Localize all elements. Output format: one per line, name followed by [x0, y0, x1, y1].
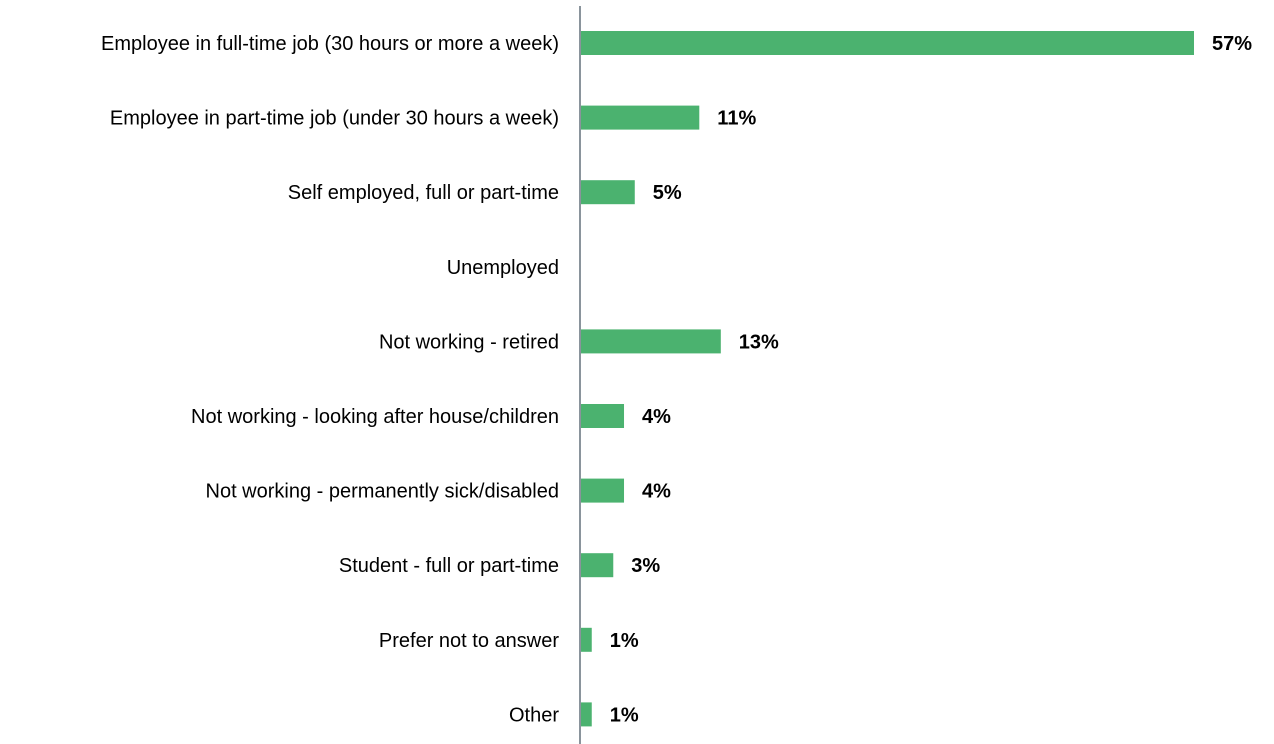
value-label: 5% [653, 182, 682, 204]
category-labels: Employee in full-time job (30 hours or m… [101, 33, 559, 726]
category-label: Employee in part-time job (under 30 hour… [110, 108, 559, 130]
bars-group [581, 31, 1194, 727]
category-label: Not working - looking after house/childr… [191, 406, 559, 428]
value-label: 4% [642, 406, 671, 428]
category-label: Self employed, full or part-time [288, 182, 559, 204]
category-label: Not working - retired [379, 331, 559, 353]
value-label: 11% [717, 108, 756, 130]
bar [581, 627, 592, 652]
value-label: 3% [631, 555, 660, 577]
value-labels: 57% 11% 5% 13% 4% 4% 3% 1% 1% [610, 33, 1252, 726]
bar [581, 404, 625, 428]
bar [581, 180, 635, 205]
value-label: 4% [642, 481, 671, 503]
bar [581, 553, 614, 578]
value-label: 1% [610, 704, 639, 726]
value-label: 13% [739, 331, 779, 353]
bar [581, 31, 1194, 55]
category-label: Unemployed [447, 257, 559, 279]
bar [581, 105, 700, 130]
value-label: 1% [610, 630, 639, 652]
bar [581, 478, 625, 503]
category-label: Student - full or part-time [339, 555, 559, 577]
category-label: Prefer not to answer [379, 630, 559, 652]
bar [581, 329, 721, 354]
category-label: Other [509, 704, 559, 726]
category-label: Not working - permanently sick/disabled [206, 481, 560, 503]
value-label: 57% [1212, 33, 1252, 55]
bar [581, 702, 592, 727]
category-label: Employee in full-time job (30 hours or m… [101, 33, 559, 55]
